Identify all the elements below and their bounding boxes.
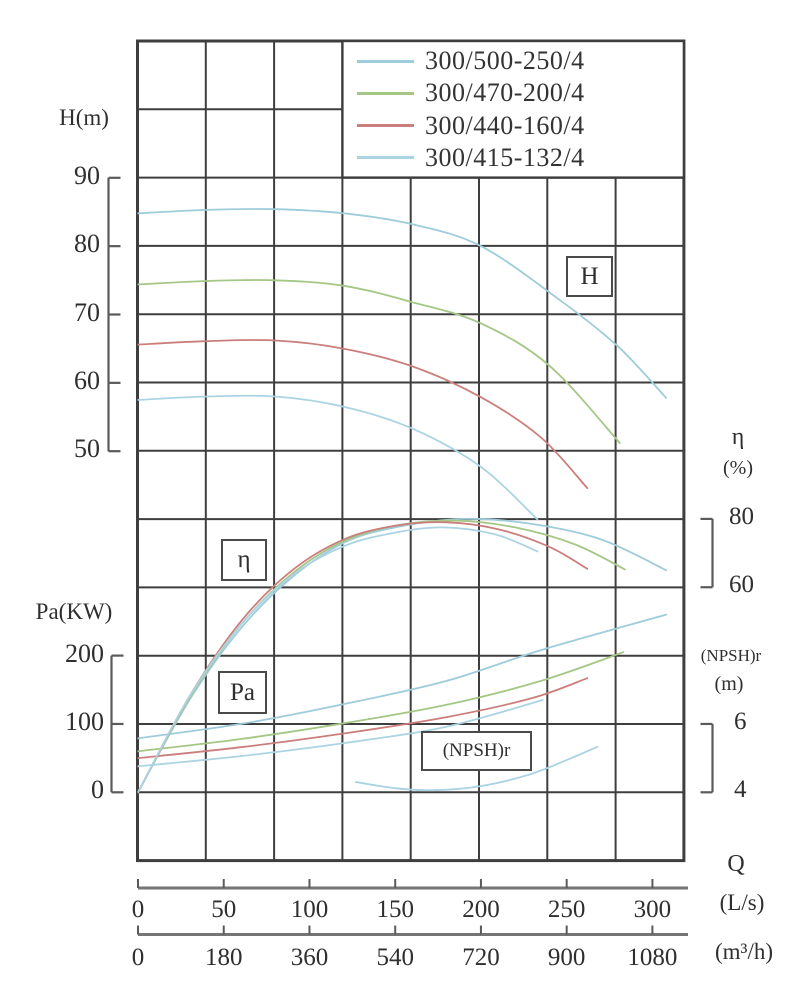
legend-item-label: 300/500-250/4 — [425, 46, 585, 76]
q-lps-tick-label-0: 0 — [131, 896, 145, 923]
eta-axis-bracket — [700, 517, 714, 589]
h-curve-label-box: H — [566, 256, 613, 297]
legend-swatch-line — [357, 91, 414, 95]
pa-curve-300/440-160/4 — [137, 677, 589, 759]
h-curve-300/500-250/4 — [137, 208, 667, 399]
pa-curve-300/470-200/4 — [137, 651, 625, 753]
h-curve-300/470-200/4 — [137, 279, 621, 444]
q-m3h-tick-label-360: 360 — [290, 944, 329, 971]
legend-item-label: 300/470-200/4 — [425, 78, 585, 108]
legend-item-2: 300/440-160/4 — [343, 110, 683, 142]
pa-curve-300/415-132/4 — [137, 699, 544, 768]
legend-swatch-line — [357, 59, 414, 63]
legend: 300/500-250/4 300/470-200/4 300/440-160/4 3… — [343, 42, 683, 177]
q-lps-tick-label-300: 300 — [633, 896, 672, 923]
legend-item-0: 300/500-250/4 — [343, 45, 683, 77]
pa-axis-title: Pa(KW) — [35, 599, 113, 624]
npsh-curve — [354, 745, 599, 792]
eta-tick-label-60: 60 — [729, 571, 754, 599]
q-lps-tick-label-150: 150 — [376, 896, 414, 923]
eta-curve-300/415-132/4 — [137, 526, 539, 794]
q-lps-tick-label-250: 250 — [547, 896, 586, 923]
q-lps-tick-label-200: 200 — [462, 896, 500, 923]
h-axis-title: H(m) — [59, 105, 109, 130]
pa-curve-300/500-250/4 — [137, 613, 667, 740]
q-m3h-tick-label-900: 900 — [547, 944, 586, 971]
h-tick-label-60: 60 — [74, 365, 100, 395]
h-axis-bracket — [107, 176, 121, 453]
eta-axis-title: η — [731, 424, 745, 450]
q-m3h-tick-label-540: 540 — [376, 944, 414, 971]
legend-item-1: 300/470-200/4 — [343, 77, 683, 109]
eta-curve-300/500-250/4 — [137, 517, 667, 794]
q-m3h-axis — [137, 925, 688, 936]
q-axis-unit-lps: (L/s) — [719, 890, 765, 915]
q-m3h-tick-label-180: 180 — [204, 944, 243, 971]
npsh-tick-label-6: 6 — [734, 707, 747, 735]
h-tick-label-50: 50 — [74, 434, 100, 464]
pa-axis-bracket — [110, 654, 124, 794]
q-m3h-tick-label-720: 720 — [462, 944, 500, 971]
h-tick-label-80: 80 — [74, 229, 100, 259]
pa-tick-label-200: 200 — [65, 638, 104, 668]
eta-tick-label-80: 80 — [729, 502, 754, 530]
eta-curve-label-box: η — [221, 539, 267, 581]
q-lps-tick-label-100: 100 — [290, 896, 329, 923]
legend-item-label: 300/415-132/4 — [425, 142, 585, 172]
pa-curve-label-box: Pa — [218, 671, 267, 714]
pa-tick-label-0: 0 — [91, 775, 104, 805]
legend-swatch-line — [357, 124, 414, 128]
legend-swatch-line — [357, 156, 414, 160]
q-lps-axis — [137, 879, 688, 890]
h-curve-300/440-160/4 — [137, 339, 589, 489]
pa-tick-label-100: 100 — [65, 706, 104, 736]
h-curve-300/415-132/4 — [137, 394, 539, 521]
q-lps-tick-label-50: 50 — [211, 896, 237, 923]
npsh-axis-title: (NPSH)r — [700, 646, 762, 665]
npsh-tick-label-4: 4 — [734, 776, 747, 804]
h-tick-label-70: 70 — [74, 297, 100, 327]
q-m3h-tick-label-1080: 1080 — [627, 944, 678, 971]
npsh-axis-unit: (m) — [714, 673, 744, 695]
npsh-curve-label-box: (NPSH)r — [421, 731, 532, 771]
q-m3h-tick-label-0: 0 — [131, 944, 145, 971]
npsh-axis-bracket — [700, 722, 714, 794]
q-axis-unit-m3h: (m³/h) — [715, 939, 773, 964]
h-tick-label-90: 90 — [74, 160, 100, 190]
eta-axis-unit: (%) — [723, 457, 753, 479]
legend-item-label: 300/440-160/4 — [425, 110, 585, 140]
q-axis-title: Q — [727, 851, 745, 877]
legend-item-3: 300/415-132/4 — [343, 142, 683, 174]
